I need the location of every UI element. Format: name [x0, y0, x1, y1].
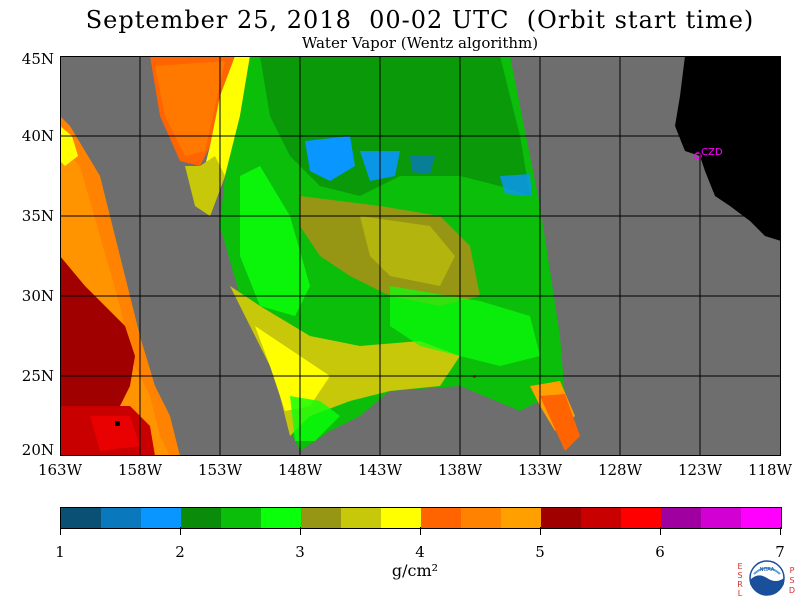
logo-letter: S: [737, 571, 743, 580]
colorbar-segment: [461, 508, 501, 528]
colorbar-segment: [501, 508, 541, 528]
lon-label-118w: 118W: [747, 461, 793, 479]
colorbar-segment: [701, 508, 741, 528]
water-vapor-map: CZD: [60, 56, 781, 456]
colorbar-segment: [741, 508, 781, 528]
map-title: September 25, 2018 00-02 UTC (Orbit star…: [85, 6, 755, 34]
colorbar-segment: [581, 508, 621, 528]
lon-label-138w: 138W: [437, 461, 483, 479]
lat-label-20n: 20N: [21, 441, 54, 459]
colorbar-label-2: 2: [175, 543, 185, 561]
colorbar-label-6: 6: [655, 543, 665, 561]
colorbar-tick: [420, 527, 421, 535]
land-california: [675, 56, 781, 241]
colorbar-tick: [660, 527, 661, 535]
lat-lon-grid: [60, 56, 781, 456]
colorbar-label-7: 7: [775, 543, 785, 561]
colorbar-segment: [341, 508, 381, 528]
lat-label-25n: 25N: [21, 367, 54, 385]
lon-label-153w: 153W: [197, 461, 243, 479]
lat-label-30n: 30N: [21, 287, 54, 305]
logo-letter: S: [789, 576, 795, 585]
colorbar-segment: [421, 508, 461, 528]
colorbar-segment: [61, 508, 101, 528]
colorbar-tick: [300, 527, 301, 535]
noaa-emblem-text: NOAA: [760, 567, 775, 573]
lat-label-40n: 40N: [21, 127, 54, 145]
lon-label-163w: 163W: [37, 461, 83, 479]
logo-letter: E: [737, 562, 743, 571]
logo-letter: P: [789, 566, 795, 575]
colorbar-segment: [661, 508, 701, 528]
colorbar-segment: [301, 508, 341, 528]
lon-label-158w: 158W: [117, 461, 163, 479]
logo-letter: R: [737, 580, 743, 589]
colorbar-segment: [141, 508, 181, 528]
west-swath: [60, 116, 180, 456]
lat-label-35n: 35N: [21, 207, 54, 225]
logo-letter: L: [737, 589, 743, 598]
station-label: CZD: [701, 147, 723, 158]
colorbar-segment: [261, 508, 301, 528]
colorbar: [60, 507, 782, 529]
logo-letter: D: [788, 586, 796, 595]
colorbar-units: g/cm²: [391, 561, 439, 580]
station-marker-icon: [694, 152, 702, 160]
colorbar-tick: [180, 527, 181, 535]
colorbar-label-5: 5: [535, 543, 545, 561]
central-swath: [220, 56, 580, 451]
colorbar-label-4: 4: [415, 543, 425, 561]
colorbar-label-3: 3: [295, 543, 305, 561]
colorbar-segment: [381, 508, 421, 528]
lon-label-148w: 148W: [277, 461, 323, 479]
noaa-emblem-icon: NOAA: [749, 560, 785, 596]
lon-label-143w: 143W: [357, 461, 403, 479]
lat-label-45n: 45N: [21, 50, 54, 68]
lon-label-128w: 128W: [597, 461, 643, 479]
lon-label-123w: 123W: [677, 461, 723, 479]
middle-swath-orange: [150, 56, 250, 216]
colorbar-tick: [540, 527, 541, 535]
noaa-logo: E S R L NOAA P S D: [736, 556, 796, 600]
colorbar-tick: [60, 527, 61, 535]
colorbar-label-1: 1: [55, 543, 65, 561]
colorbar-segment: [541, 508, 581, 528]
colorbar-tick: [780, 527, 781, 535]
map-subtitle: Water Vapor (Wentz algorithm): [301, 34, 539, 52]
colorbar-segment: [101, 508, 141, 528]
colorbar-segment: [221, 508, 261, 528]
colorbar-segment: [181, 508, 221, 528]
colorbar-segment: [621, 508, 661, 528]
lon-label-133w: 133W: [517, 461, 563, 479]
